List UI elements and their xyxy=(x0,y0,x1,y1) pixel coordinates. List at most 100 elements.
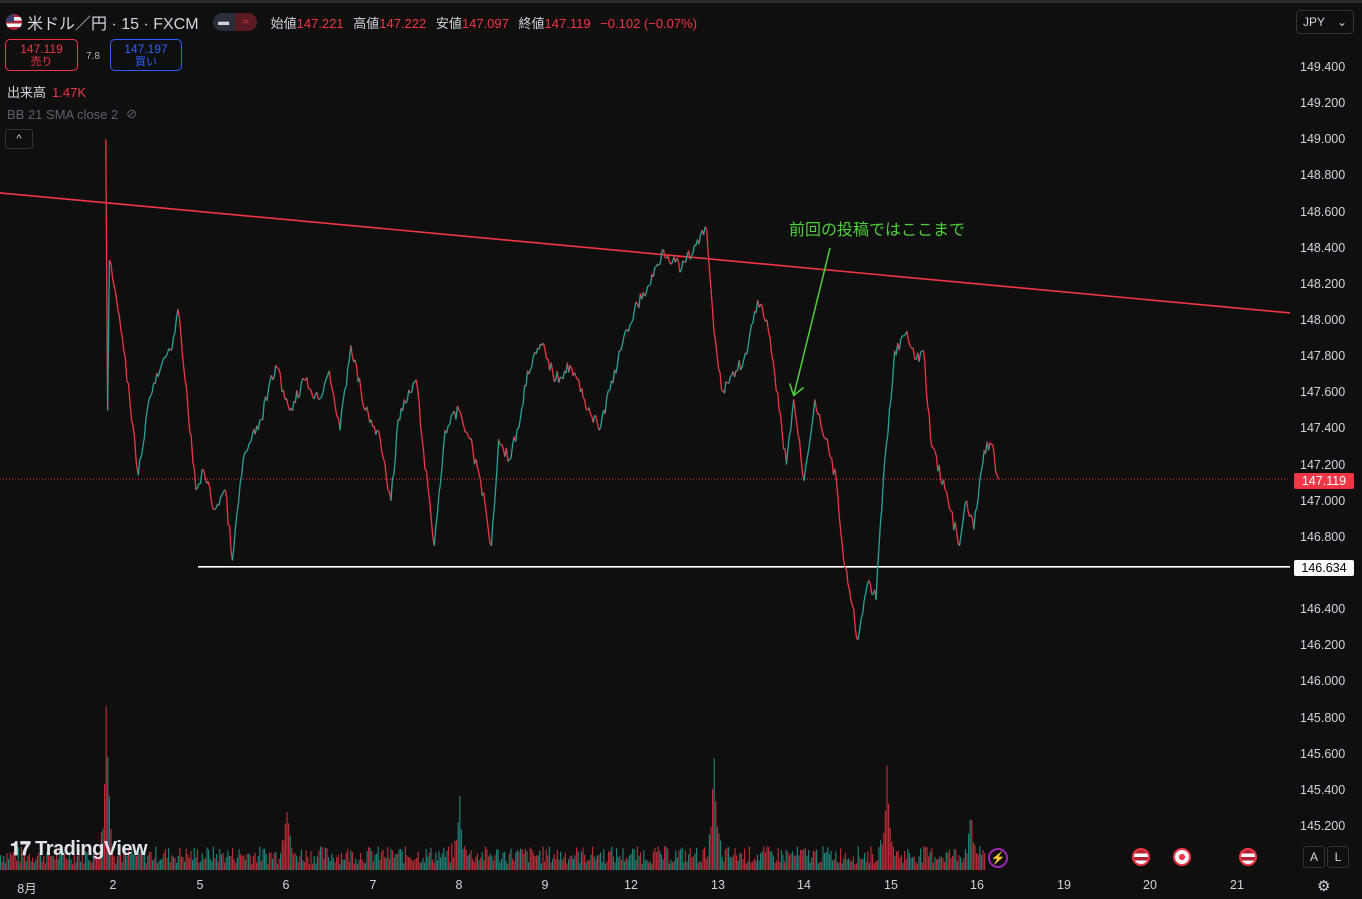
volume-bar xyxy=(356,863,358,870)
volume-bar xyxy=(624,861,626,870)
buy-button[interactable]: 147.197 買い xyxy=(110,39,182,71)
gear-icon[interactable]: ⚙ xyxy=(1317,878,1331,895)
volume-bar xyxy=(40,850,42,870)
volume-bar xyxy=(464,845,466,870)
candle xyxy=(209,487,212,502)
volume-bar xyxy=(705,858,707,870)
candle xyxy=(950,510,953,513)
auto-scale-button[interactable]: A xyxy=(1303,846,1325,868)
volume-bar xyxy=(713,758,715,870)
volume-bar xyxy=(62,850,64,870)
volume-bar xyxy=(409,857,411,870)
volume-bar xyxy=(470,850,472,870)
candle xyxy=(285,398,289,406)
candle xyxy=(484,505,488,518)
volume-bar xyxy=(739,853,741,870)
volume-bar xyxy=(115,863,117,870)
candle xyxy=(501,444,504,450)
candle xyxy=(888,399,892,410)
candle xyxy=(291,401,295,411)
volume-bar xyxy=(883,833,885,870)
candle xyxy=(121,337,125,351)
candle xyxy=(213,507,217,511)
candle xyxy=(463,425,466,433)
candle xyxy=(445,425,449,434)
candle xyxy=(344,386,347,390)
candle xyxy=(840,531,843,545)
candle xyxy=(647,285,650,287)
volume-bar xyxy=(425,848,427,870)
us-event-icon[interactable] xyxy=(1239,848,1257,866)
candle xyxy=(193,468,197,490)
volume-bar xyxy=(483,860,485,870)
candle xyxy=(814,399,817,410)
annotation-text[interactable]: 前回の投稿ではここまで xyxy=(789,222,966,239)
candle xyxy=(550,362,554,373)
log-scale-button[interactable]: L xyxy=(1327,846,1349,868)
bb-indicator-legend[interactable]: BB 21 SMA close 2 ⊘ xyxy=(7,106,137,122)
sell-button[interactable]: 147.119 売り xyxy=(5,39,78,71)
candle xyxy=(677,261,681,273)
volume-bar xyxy=(102,828,104,870)
volume-bar xyxy=(580,851,582,870)
volume-bar xyxy=(14,853,16,870)
candle xyxy=(806,449,810,459)
volume-bar xyxy=(505,860,507,870)
volume-bar xyxy=(65,858,67,870)
currency-select[interactable]: JPY ⌄ xyxy=(1296,10,1354,34)
market-status-toggle[interactable]: ▬ ≈ xyxy=(212,13,257,31)
close-value: 147.119 xyxy=(544,15,591,31)
candle xyxy=(925,391,929,407)
volume-bar xyxy=(91,862,93,870)
volume-bar xyxy=(508,853,510,870)
lightning-icon[interactable]: ⚡ xyxy=(988,848,1008,868)
volume-bar xyxy=(664,846,666,870)
candle xyxy=(318,397,321,401)
candle xyxy=(522,385,526,404)
price-tick-label: 149.200 xyxy=(1300,96,1346,111)
candle xyxy=(698,234,702,245)
volume-bar xyxy=(961,862,963,870)
volume-bar xyxy=(248,853,250,870)
candle xyxy=(367,413,371,423)
us-event-icon[interactable] xyxy=(1132,848,1150,866)
candle xyxy=(322,383,326,393)
volume-bar xyxy=(873,862,875,870)
symbol-title[interactable]: 米ドル／円 · 15 · FXCM xyxy=(27,16,199,33)
candle xyxy=(749,324,753,334)
candle xyxy=(900,335,903,340)
candle xyxy=(190,436,194,462)
candle xyxy=(594,414,597,418)
jp-event-icon[interactable] xyxy=(1173,848,1191,866)
candle xyxy=(927,406,930,416)
volume-bar xyxy=(928,856,930,870)
candle xyxy=(248,441,252,444)
volume-bar xyxy=(160,859,162,870)
volume-bar xyxy=(564,852,566,870)
volume-bar xyxy=(923,846,925,870)
volume-bar xyxy=(457,822,459,870)
volume-bar xyxy=(224,862,226,870)
volume-bar xyxy=(507,863,509,870)
tradingview-logo[interactable]: 𝟏𝟕 TradingView xyxy=(10,838,148,861)
tv-logo-icon: 𝟏𝟕 xyxy=(10,838,31,860)
volume-bar xyxy=(108,796,110,870)
hidden-eye-icon[interactable]: ⊘ xyxy=(126,106,138,121)
volume-legend[interactable]: 出来高 1.47K xyxy=(7,82,86,101)
candle xyxy=(382,457,386,464)
collapse-legend-button[interactable]: ^ xyxy=(5,129,33,149)
volume-bar xyxy=(73,853,75,870)
volume-bar xyxy=(520,848,522,870)
candle xyxy=(196,483,200,488)
volume-bar xyxy=(859,857,861,870)
volume-bar xyxy=(609,850,611,870)
volume-bar xyxy=(265,853,267,870)
candle xyxy=(795,422,799,435)
candle xyxy=(430,518,434,537)
candle xyxy=(630,319,634,324)
volume-bar xyxy=(92,854,94,870)
volume-bar xyxy=(156,863,158,870)
volume-bar xyxy=(411,859,413,870)
volume-bar xyxy=(97,858,99,870)
